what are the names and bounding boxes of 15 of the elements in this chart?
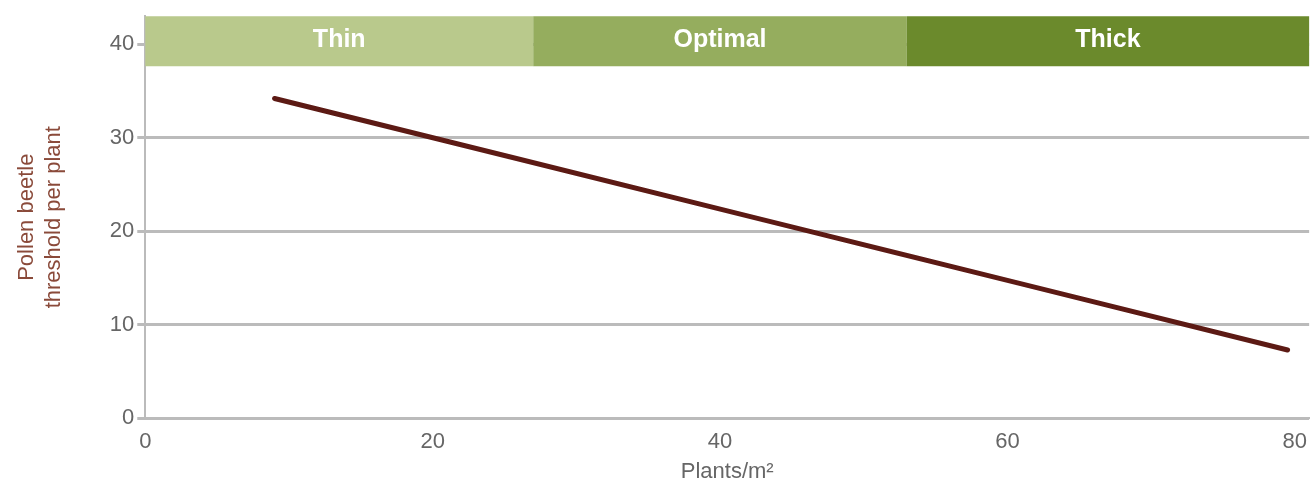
x-tick-label: 40 — [707, 428, 733, 454]
x-tick-label: 0 — [139, 428, 152, 454]
band-label: Optimal — [673, 24, 767, 53]
y-tick-label: 20 — [109, 217, 135, 243]
y-tick-label: 10 — [109, 310, 135, 336]
y-tick-label: 0 — [122, 404, 135, 430]
x-tick-label: 60 — [995, 428, 1020, 454]
x-tick-label: 80 — [1282, 428, 1308, 454]
band-label: Thin — [312, 24, 366, 53]
y-tick-label: 40 — [109, 30, 135, 56]
y-axis-title: Pollen beetle threshold per plant — [13, 126, 65, 309]
x-tick-label: 20 — [420, 428, 445, 454]
band-label: Thick — [1075, 24, 1141, 53]
y-tick-label: 30 — [109, 123, 135, 149]
x-axis-title: Plants/m² — [680, 457, 774, 483]
